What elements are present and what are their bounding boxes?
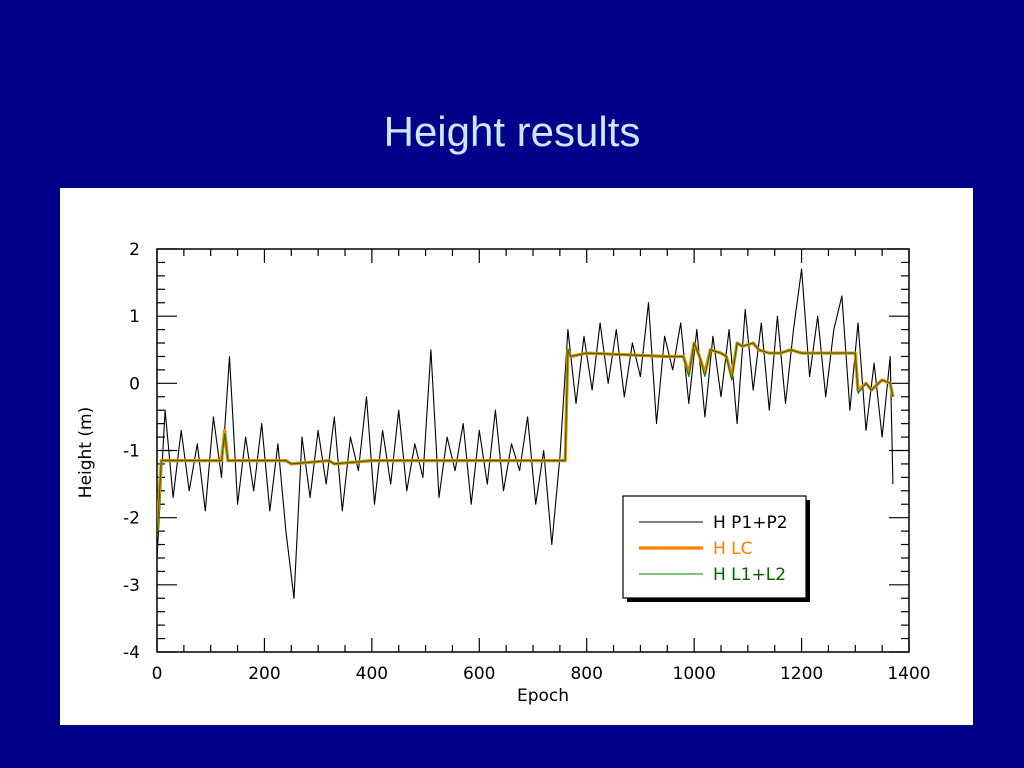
x-tick-label: 800 — [570, 664, 602, 684]
y-tick-label: -2 — [123, 509, 140, 529]
height-chart: 0 200 400 600 800 1000 1200 1400 2 1 0 -1 -2 -3 -4 Epo… — [76, 240, 931, 706]
y-tick-label: -4 — [123, 643, 140, 663]
x-tick-label: 400 — [356, 664, 388, 684]
y-tick-label: -1 — [123, 442, 140, 462]
series-line-2 — [157, 342, 894, 538]
plot-area: 0 200 400 600 800 1000 1200 1400 2 1 0 -1 -2 -3 -4 — [123, 240, 931, 684]
x-axis-label: Epoch — [517, 686, 569, 706]
y-tick-label: 1 — [129, 307, 140, 327]
chart-panel: 0 200 400 600 800 1000 1200 1400 2 1 0 -1 -2 -3 -4 Epo… — [60, 188, 973, 725]
x-tick-label: 1200 — [780, 664, 823, 684]
series-line-0 — [157, 268, 894, 599]
legend-entry: H LC — [713, 539, 753, 559]
slide-title: Height results — [383, 108, 641, 155]
x-tick-label: 200 — [248, 664, 280, 684]
x-tick-label: 1000 — [673, 664, 716, 684]
x-tick-label: 0 — [152, 664, 163, 684]
y-tick-label: 0 — [129, 374, 140, 394]
legend: H P1+P2 H LC H L1+L2 — [622, 495, 810, 602]
legend-entry: H L1+L2 — [713, 565, 786, 585]
x-tick-label: 600 — [463, 664, 495, 684]
legend-entry: H P1+P2 — [713, 513, 788, 533]
y-axis-label: Height (m) — [76, 407, 96, 498]
y-tick-label: 2 — [129, 240, 140, 260]
x-tick-label: 1400 — [887, 664, 930, 684]
y-tick-label: -3 — [123, 576, 140, 596]
